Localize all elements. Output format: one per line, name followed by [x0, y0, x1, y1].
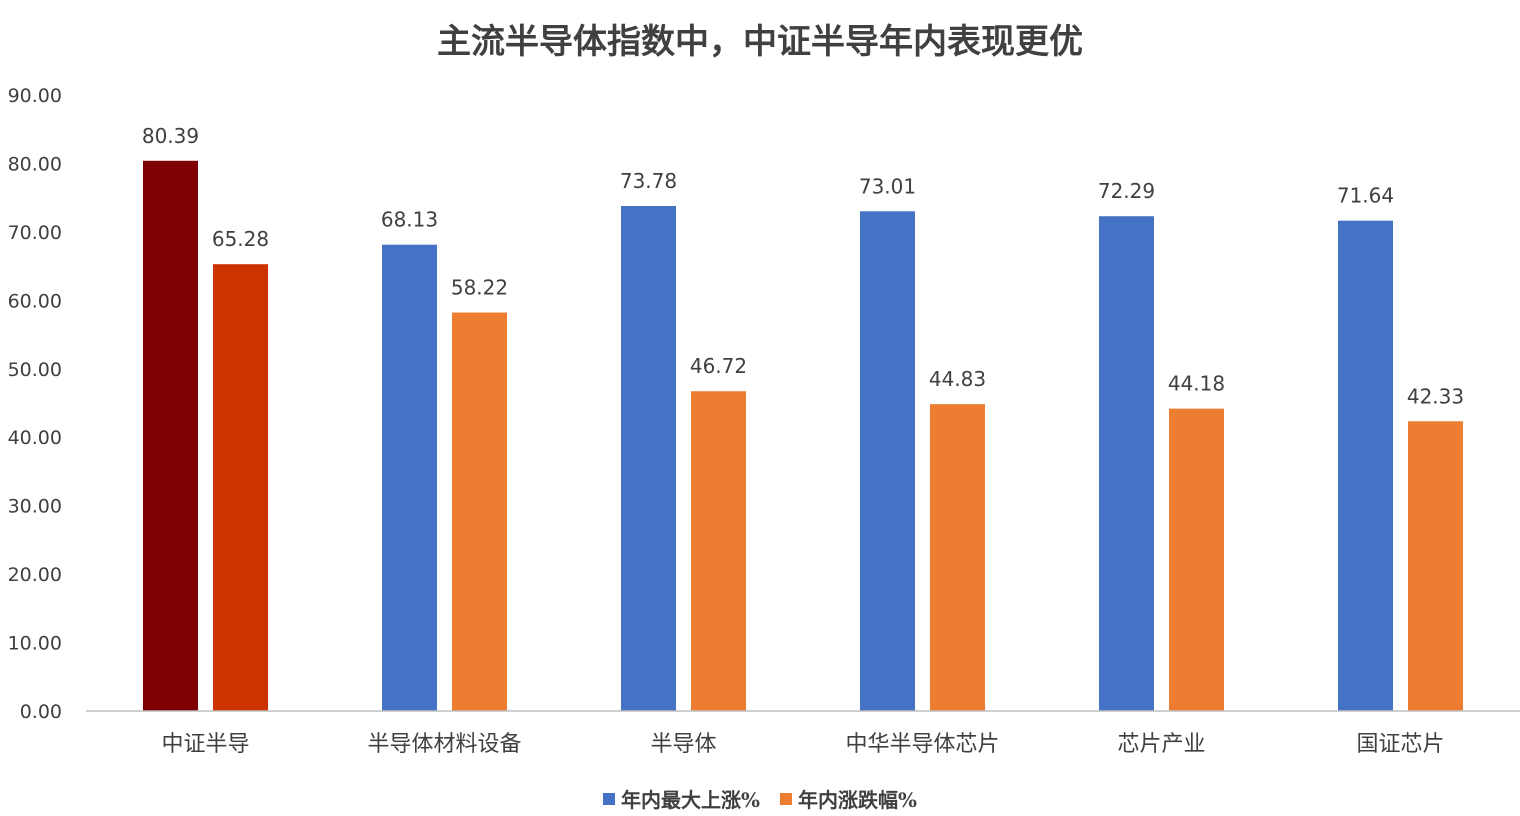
x-tick-label: 国证芯片: [1356, 732, 1444, 757]
y-tick-label: 20.00: [8, 564, 62, 586]
y-tick-label: 90.00: [8, 85, 62, 107]
legend: 年内最大上涨% 年内涨跌幅%: [0, 784, 1520, 813]
bar: [1169, 408, 1224, 711]
data-label: 42.33: [1407, 384, 1464, 408]
x-tick-label: 半导体: [650, 732, 716, 757]
y-tick-label: 0.00: [20, 701, 62, 723]
bar: [1099, 216, 1154, 711]
data-label: 80.39: [142, 124, 199, 148]
data-label: 44.83: [929, 367, 986, 391]
bars: [143, 160, 1463, 712]
y-tick-label: 50.00: [8, 359, 62, 381]
legend-item: 年内最大上涨%: [602, 784, 760, 813]
y-axis: 0.00 10.00 20.00 30.00 40.00 50.00 60.00 70.00 8…: [8, 85, 62, 723]
data-label: 71.64: [1337, 184, 1394, 208]
bar: [143, 160, 198, 711]
y-tick-label: 60.00: [8, 290, 62, 312]
bar: [452, 312, 507, 711]
legend-item: 年内涨跌幅%: [780, 784, 917, 813]
y-tick-label: 40.00: [8, 427, 62, 449]
data-label: 65.28: [212, 227, 269, 251]
data-label: 72.29: [1098, 179, 1155, 203]
y-tick-label: 70.00: [8, 222, 62, 244]
chart-title: 主流半导体指数中，中证半导年内表现更优: [437, 22, 1083, 62]
y-tick-label: 80.00: [8, 153, 62, 175]
x-tick-label: 中华半导体芯片: [845, 732, 999, 757]
data-label: 46.72: [690, 354, 747, 378]
bar: [691, 391, 746, 711]
data-label: 58.22: [451, 276, 508, 300]
legend-label: 年内涨跌幅%: [798, 788, 918, 812]
legend-label: 年内最大上涨%: [620, 788, 760, 812]
bar: [1338, 220, 1393, 711]
legend-swatch: [780, 792, 792, 805]
legend-swatch: [602, 792, 615, 805]
bar: [1408, 421, 1463, 711]
y-tick-label: 10.00: [8, 633, 62, 655]
y-tick-label: 30.00: [8, 496, 62, 518]
bar: [382, 244, 437, 712]
data-label: 73.78: [620, 169, 677, 193]
bar: [860, 211, 915, 711]
category-labels: 中证半导 半导体材料设备 半导体 中华半导体芯片 芯片产业 国证芯片: [161, 732, 1444, 757]
x-tick-label: 半导体材料设备: [367, 732, 521, 757]
bar-chart: 0.00 10.00 20.00 30.00 40.00 50.00 60.00 70.00 8…: [8, 85, 1520, 757]
bar: [213, 264, 268, 711]
data-label: 73.01: [859, 174, 916, 198]
data-label: 68.13: [381, 208, 438, 232]
x-tick-label: 中证半导: [161, 732, 249, 757]
data-label: 44.18: [1168, 372, 1225, 396]
data-labels: 80.39 65.28 68.13 58.22 73.78 46.72 73.01 44.83…: [142, 124, 1464, 408]
bar: [930, 404, 985, 711]
x-tick-label: 芯片产业: [1117, 732, 1205, 757]
bar: [621, 206, 676, 711]
